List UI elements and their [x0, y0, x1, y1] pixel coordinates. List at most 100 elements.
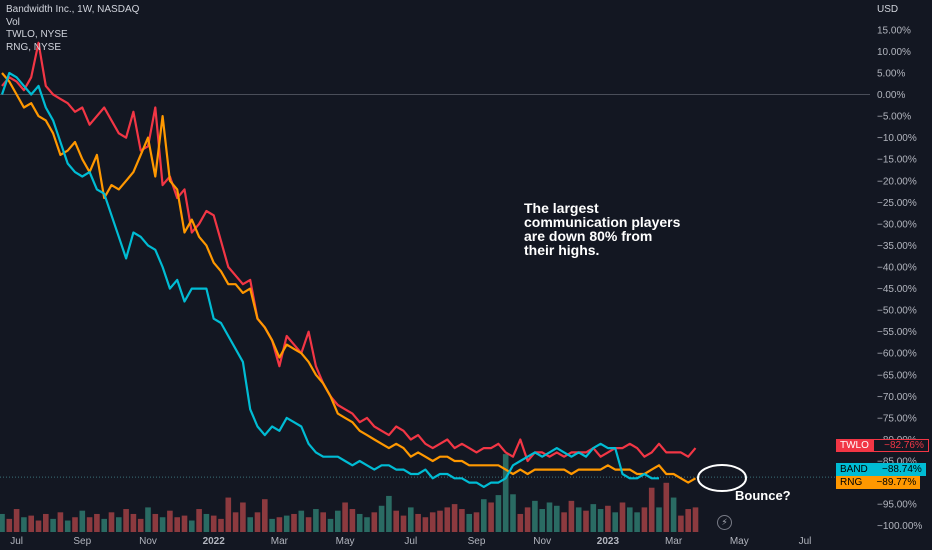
volume-bar: [568, 500, 575, 532]
lightning-icon[interactable]: ⚡: [717, 515, 732, 530]
volume-bar: [641, 507, 648, 532]
legend-volume[interactable]: Vol: [6, 16, 20, 28]
volume-bar: [692, 507, 699, 532]
price-tag-twlo: TWLO −82.76%: [836, 439, 929, 452]
y-tick-label: −20.00%: [877, 176, 917, 187]
currency-label: USD: [877, 4, 899, 15]
volume-bar: [685, 509, 691, 532]
volume-bar: [298, 510, 305, 532]
volume-bar: [437, 510, 443, 532]
series-line-rng: [1, 72, 697, 484]
volume-bar: [247, 517, 253, 532]
volume-bar: [181, 515, 188, 532]
y-tick-label: −65.00%: [877, 370, 917, 381]
price-tag-rng: RNG −89.77%: [836, 476, 921, 489]
volume-bar: [517, 513, 524, 532]
volume-bar: [218, 518, 224, 532]
annotation-text[interactable]: The largest communication players are do…: [524, 201, 734, 257]
volume-bar: [371, 512, 378, 532]
volume-bar: [495, 495, 502, 532]
annotation-line: The largest: [524, 200, 599, 216]
volume-bar: [6, 518, 13, 532]
y-tick-label: −35.00%: [877, 241, 917, 252]
y-tick-label: −95.00%: [877, 500, 917, 511]
volume-bar: [116, 517, 122, 532]
volume-bar: [444, 507, 451, 532]
volume-bar: [159, 517, 166, 532]
annotation-line: their highs.: [524, 242, 600, 258]
annotation-line: communication players: [524, 214, 681, 230]
volume-bar: [364, 517, 370, 532]
tag-symbol: TWLO: [836, 439, 873, 452]
volume-bar: [678, 515, 684, 532]
x-tick-label: 2023: [597, 536, 620, 547]
legend-main-symbol[interactable]: Bandwidth Inc., 1W, NASDAQ: [6, 4, 140, 15]
x-tick-label: Sep: [73, 536, 91, 547]
x-tick-label: 2022: [203, 536, 226, 547]
y-tick-label: −100.00%: [877, 521, 922, 532]
volume-bar: [466, 513, 472, 532]
volume-bar: [94, 513, 100, 532]
x-tick-label: Jul: [404, 536, 417, 547]
y-tick-label: 15.00%: [877, 25, 911, 36]
chart-legend: Bandwidth Inc., 1W, NASDAQ Vol TWLO, NYS…: [6, 4, 139, 54]
volume-bar: [145, 507, 151, 532]
x-tick-label: May: [730, 536, 749, 547]
y-tick-label: −15.00%: [877, 155, 917, 166]
volume-bar: [130, 513, 137, 532]
volume-bar: [408, 507, 414, 532]
volume-bar: [400, 515, 407, 532]
bounce-circle: [697, 464, 747, 492]
y-tick-label: −10.00%: [877, 133, 917, 144]
volume-bar: [546, 502, 553, 532]
y-tick-label: −25.00%: [877, 198, 917, 209]
volume-bar: [386, 495, 392, 532]
legend-compare-rng[interactable]: RNG, NYSE: [6, 41, 62, 53]
volume-bar: [240, 502, 246, 532]
y-tick-label: −85.00%: [877, 457, 917, 468]
x-tick-label: Jul: [10, 536, 23, 547]
volume-bar: [210, 515, 217, 532]
y-tick-label: −45.00%: [877, 284, 917, 295]
volume-bar: [539, 509, 545, 532]
volume-bar: [634, 512, 640, 532]
volume-bar: [79, 510, 86, 532]
volume-bar: [583, 510, 589, 532]
volume-bar: [335, 510, 341, 532]
tag-value: −82.76%: [872, 439, 929, 452]
volume-bar: [327, 518, 334, 532]
volume-bar: [28, 515, 34, 532]
volume-bar: [532, 500, 538, 532]
x-tick-label: Nov: [533, 536, 551, 547]
y-tick-label: −75.00%: [877, 413, 917, 424]
volume-bar: [473, 512, 480, 532]
volume-bar: [510, 494, 516, 532]
volume-bar: [670, 497, 677, 532]
volume-bar: [320, 512, 326, 532]
volume-bar: [254, 512, 261, 532]
volume-bar: [50, 518, 56, 532]
volume-bar: [21, 517, 27, 532]
volume-bar: [108, 512, 115, 532]
volume-bar: [393, 510, 399, 532]
y-tick-label: −30.00%: [877, 219, 917, 230]
volume-bar: [305, 517, 312, 532]
price-tag-band: BAND −88.74%: [836, 463, 926, 476]
y-tick-label: −60.00%: [877, 349, 917, 360]
volume-bar: [342, 502, 348, 532]
volume-bar: [86, 517, 93, 532]
volume-bar: [0, 513, 5, 532]
volume-bar: [101, 518, 107, 532]
legend-compare-twlo[interactable]: TWLO, NYSE: [6, 29, 68, 40]
volume-bar: [123, 509, 129, 532]
y-tick-label: 10.00%: [877, 47, 911, 58]
volume-bar: [554, 505, 560, 532]
volume-bar: [196, 509, 202, 532]
volume-bar: [451, 504, 458, 532]
bounce-label[interactable]: Bounce?: [735, 488, 791, 503]
tag-symbol: BAND: [836, 463, 872, 476]
volume-bar: [203, 513, 210, 532]
volume-bar: [57, 512, 64, 532]
